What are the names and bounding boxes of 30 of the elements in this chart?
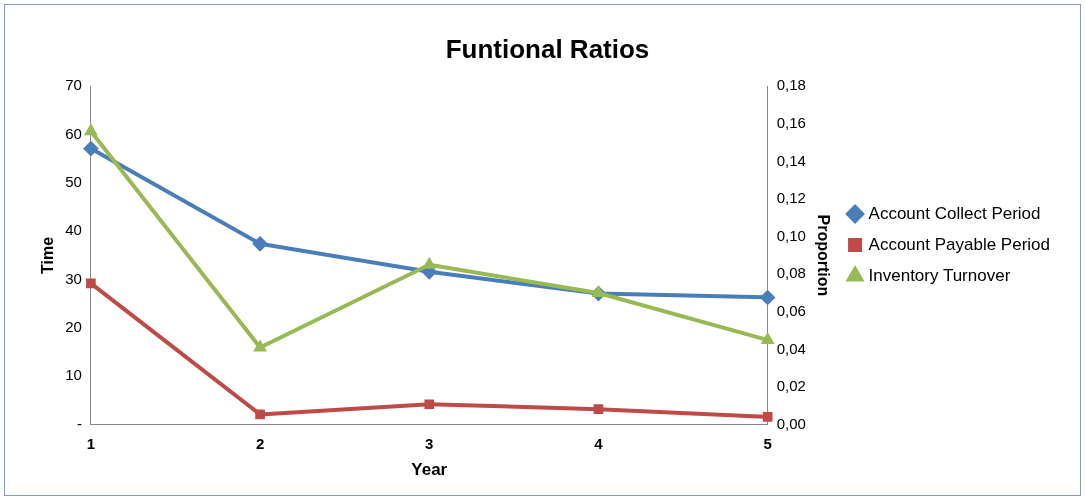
y-tick-label: 40 <box>65 221 82 239</box>
y2-tick-label: 0,14 <box>776 151 806 169</box>
y-axis-title: Time <box>39 236 57 274</box>
legend-label: Inventory Turnover <box>868 265 1011 285</box>
y2-tick-label: 0,02 <box>776 377 806 395</box>
y2-tick-label: 0,08 <box>776 264 806 282</box>
y2-tick-label: 0,18 <box>776 76 806 94</box>
y-tick-label: 70 <box>65 76 82 94</box>
legend-label: Account Collect Period <box>868 203 1041 223</box>
y2-axis-title: Proportion <box>815 214 833 297</box>
x-tick-label: 3 <box>425 434 434 452</box>
x-tick-label: 1 <box>86 434 96 452</box>
y2-tick-label: 0,04 <box>776 339 806 357</box>
x-tick-label: 2 <box>255 434 265 452</box>
y-tick-label: 10 <box>65 366 82 384</box>
y2-tick-label: 0,10 <box>776 226 806 244</box>
y2-tick-label: 0,00 <box>776 414 806 432</box>
y-tick-label: 60 <box>65 124 82 142</box>
y-tick-label: - <box>76 414 82 432</box>
x-tick-label: 4 <box>594 434 604 452</box>
y2-tick-label: 0,12 <box>776 189 806 207</box>
y2-tick-label: 0,06 <box>776 301 806 319</box>
chart-title: Funtional Ratios <box>445 33 650 64</box>
y-tick-label: 50 <box>65 173 82 191</box>
y-tick-label: 20 <box>65 318 82 336</box>
y-tick-label: 30 <box>65 269 82 287</box>
x-axis-title: Year <box>411 460 448 480</box>
legend-label: Account Payable Period <box>868 234 1051 254</box>
y2-tick-label: 0,16 <box>776 113 806 131</box>
x-tick-label: 5 <box>763 434 772 452</box>
